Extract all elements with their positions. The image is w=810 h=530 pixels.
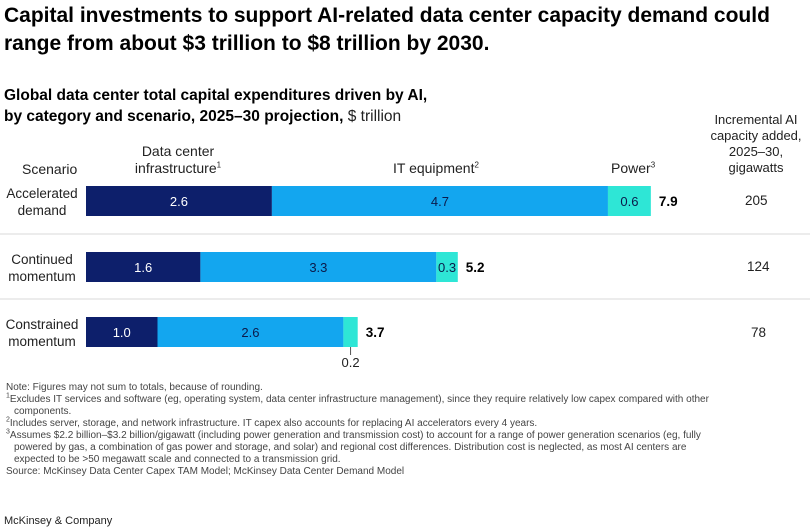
data-label: 0.2 — [342, 355, 360, 370]
footnote-3-continued-2: expected to be >50 megawatt scale and co… — [14, 454, 341, 465]
footnote-3-continued: powered by gas, a combination of gas pow… — [14, 442, 687, 453]
bar-segment — [86, 252, 201, 282]
row-label-accelerated: Accelerated demand — [0, 185, 84, 219]
data-label: 2.6 — [170, 194, 188, 209]
total-label: 5.2 — [466, 260, 485, 275]
footnote-3: 3Assumes $2.2 billion–$3.2 billion/gigaw… — [6, 428, 796, 442]
it-header-label: IT equipment — [393, 160, 475, 176]
source-line: Source: McKinsey Data Center Capex TAM M… — [6, 466, 405, 477]
data-label: 0.6 — [620, 194, 638, 209]
subtitle-line-2: by category and scenario, 2025–30 projec… — [4, 108, 344, 125]
bar-segment — [271, 186, 608, 216]
chart-subtitle: Global data center total capital expendi… — [4, 85, 524, 127]
gigawatts-value: 78 — [751, 325, 767, 340]
headline: Capital investments to support AI-relate… — [4, 4, 770, 55]
gw-header-line-1: Incremental AI — [714, 112, 798, 127]
row-label-line-2: momentum — [8, 334, 76, 349]
row-label-line-1: Accelerated — [6, 186, 78, 201]
infra-header-line-1: Data center — [141, 143, 215, 159]
footnote-marker-2: 2 — [474, 160, 479, 170]
data-label: 1.6 — [134, 260, 152, 275]
footnote-1-continued: components. — [14, 406, 72, 417]
row-label-line-1: Continued — [11, 252, 73, 267]
footnote-marker-3: 3 — [650, 160, 656, 170]
data-label: 4.7 — [431, 194, 449, 209]
bar-segment — [607, 186, 651, 216]
row-separators — [0, 233, 810, 300]
gigawatts-value: 205 — [745, 193, 768, 208]
footnote-2-text: Includes server, storage, and network in… — [9, 418, 538, 429]
footnote-1: 1Excludes IT services and software (eg, … — [6, 392, 796, 406]
row-label-continued: Continued momentum — [0, 251, 84, 285]
data-label: 1.0 — [113, 325, 131, 340]
column-header-gigawatts: Incremental AI capacity added, 2025–30, … — [700, 112, 810, 176]
total-label: 3.7 — [366, 325, 385, 340]
brand-logo-text: McKinsey & Company — [4, 515, 113, 527]
row-label-line-2: momentum — [8, 269, 76, 284]
bar-segment — [200, 252, 437, 282]
column-header-scenario: Scenario — [22, 161, 78, 177]
footnote-1-marker: 1 — [6, 392, 10, 400]
row-label-line-1: Constrained — [5, 317, 79, 332]
bar-segment — [436, 252, 458, 282]
footnote-marker-1: 1 — [216, 160, 222, 170]
column-header-power: Power3 — [611, 160, 655, 177]
subtitle-unit: $ trillion — [347, 108, 402, 125]
footnote-3-marker: 3 — [6, 428, 10, 436]
column-header-it-equipment: IT equipment2 — [393, 160, 479, 177]
gw-header-line-4: gigawatts — [728, 160, 784, 175]
bar-segment — [86, 317, 158, 347]
footnotes: Note: Figures may not sum to totals, bec… — [6, 382, 796, 478]
note-rounding: Note: Figures may not sum to totals, bec… — [6, 382, 263, 393]
gigawatts-value: 124 — [747, 259, 770, 274]
footnote-2-marker: 2 — [6, 416, 10, 424]
gw-header-line-2: capacity added, — [710, 128, 802, 143]
infra-header-line-2: infrastructure — [134, 160, 217, 176]
data-label: 3.3 — [309, 260, 327, 275]
gw-header-line-3: 2025–30, — [728, 144, 784, 159]
bar-segment — [157, 317, 344, 347]
footnote-2: 2Includes server, storage, and network i… — [6, 416, 796, 430]
row-label-constrained: Constrained momentum — [0, 316, 84, 350]
row-label-line-2: demand — [17, 203, 67, 218]
stacked-bar-chart: 2.6 4.7 0.6 7.9 1.6 3.3 0.3 5.2 1.0 2.6 0.2 3.7 — [0, 186, 810, 370]
footnote-1-text: Excludes IT services and software (eg, o… — [9, 394, 709, 405]
bars: 2.6 4.7 0.6 7.9 1.6 3.3 0.3 5.2 1.0 2.6 0.2 3.7 — [86, 186, 678, 370]
data-label: 0.3 — [438, 260, 456, 275]
footnote-3-text: Assumes $2.2 billion–$3.2 billion/gigawa… — [9, 430, 701, 441]
power-header-label: Power — [611, 160, 651, 176]
bar-segment — [343, 317, 358, 347]
data-label: 2.6 — [241, 325, 259, 340]
subtitle-line-1: Global data center total capital expendi… — [4, 87, 428, 104]
total-label: 7.9 — [659, 194, 678, 209]
bar-segment — [86, 186, 272, 216]
column-header-infrastructure: Data center infrastructure1 — [128, 143, 228, 177]
